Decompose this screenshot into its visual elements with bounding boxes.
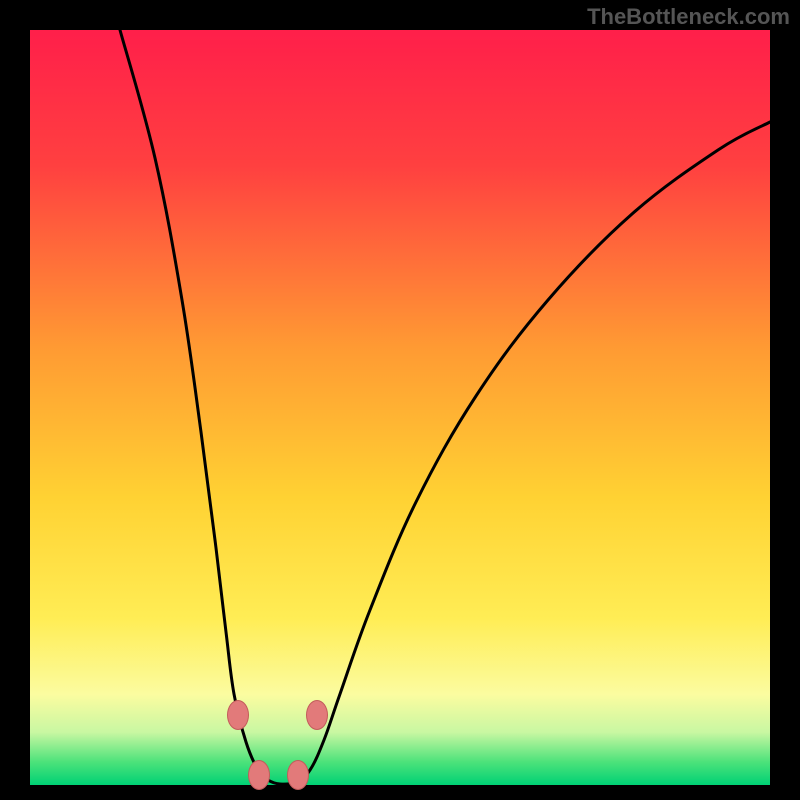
curve-marker [248, 760, 270, 790]
chart-stage: TheBottleneck.com [0, 0, 800, 800]
curve-marker [287, 760, 309, 790]
plot-frame [0, 0, 800, 800]
curve-marker [227, 700, 249, 730]
curve-marker [306, 700, 328, 730]
markers-layer [0, 0, 800, 800]
watermark-text: TheBottleneck.com [587, 4, 790, 30]
